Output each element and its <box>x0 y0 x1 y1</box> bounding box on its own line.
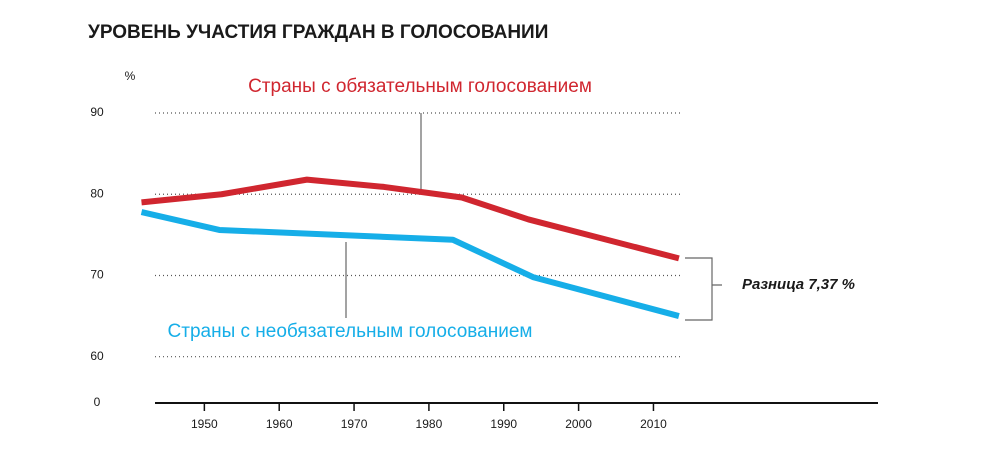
x-tick-label: 1980 <box>416 417 443 431</box>
x-tick-label: 1990 <box>490 417 517 431</box>
series-line <box>141 176 680 262</box>
chart-title: УРОВЕНЬ УЧАСТИЯ ГРАЖДАН В ГОЛОСОВАНИИ <box>88 22 548 43</box>
y-tick-label: 80 <box>90 186 104 200</box>
x-tick-label: 1950 <box>191 417 218 431</box>
difference-label: Разница 7,37 % <box>742 276 855 293</box>
x-tick-label: 2010 <box>640 417 667 431</box>
x-tick-label: 2000 <box>565 417 592 431</box>
y-unit: % <box>125 69 136 83</box>
x-tick-label: 1960 <box>266 417 293 431</box>
x-tick-label: 1970 <box>341 417 368 431</box>
y-tick-label: 0 <box>94 395 101 409</box>
y-tick-label: 70 <box>90 268 104 282</box>
series-label: Страны с обязательным голосованием <box>248 76 592 97</box>
y-tick-label: 60 <box>90 349 104 363</box>
series-line <box>140 209 680 319</box>
series-label: Страны с необязательным голосованием <box>168 321 533 342</box>
difference-bracket <box>685 257 722 321</box>
y-tick-label: 90 <box>90 105 104 119</box>
